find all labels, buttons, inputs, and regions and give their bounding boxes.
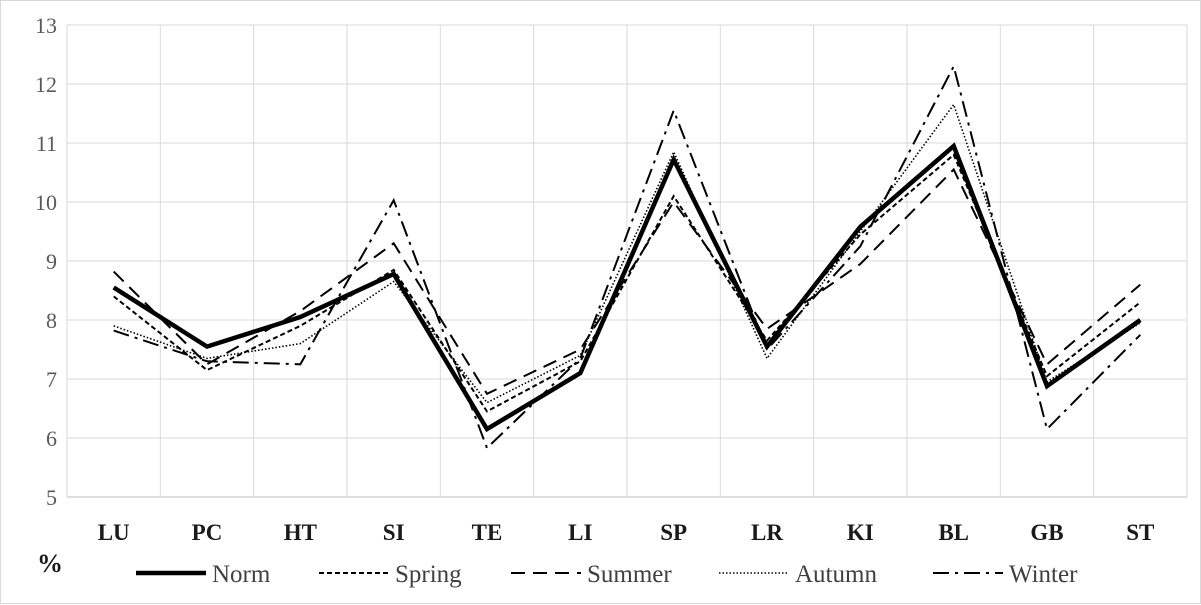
legend-item-winter: Winter bbox=[933, 561, 1078, 588]
legend-label: Spring bbox=[395, 561, 462, 588]
gridlines bbox=[66, 24, 1188, 498]
legend-item-summer: Summer bbox=[511, 561, 672, 588]
y-tick-label: 7 bbox=[46, 367, 57, 392]
x-category-label: SP bbox=[660, 520, 687, 545]
legend-item-spring: Spring bbox=[319, 561, 462, 588]
legend-item-norm: Norm bbox=[136, 561, 271, 588]
x-category-label: TE bbox=[472, 520, 503, 545]
y-tick-label: 5 bbox=[46, 485, 57, 510]
legend-label: Autumn bbox=[795, 561, 877, 588]
series-line-norm bbox=[112, 142, 1142, 433]
series-lines bbox=[112, 63, 1142, 450]
y-tick-label: 13 bbox=[35, 13, 57, 38]
x-category-label: LI bbox=[568, 520, 592, 545]
x-category-label: LR bbox=[751, 520, 783, 545]
legend-label: Summer bbox=[587, 561, 672, 588]
legend-item-autumn: Autumn bbox=[719, 561, 877, 588]
series-line-winter bbox=[113, 63, 1142, 450]
y-tick-label: 8 bbox=[46, 308, 57, 333]
y-tick-label: 10 bbox=[35, 190, 57, 215]
x-category-label: KI bbox=[847, 520, 874, 545]
x-category-label: BL bbox=[938, 520, 969, 545]
legend: Norm Spring Summer Autumn Winter bbox=[136, 561, 1078, 588]
x-category-label: LU bbox=[98, 520, 130, 545]
y-axis-tick-labels: 5 6 7 8 9 10 11 12 13 bbox=[35, 13, 57, 510]
x-category-label: PC bbox=[192, 520, 223, 545]
legend-label: Norm bbox=[212, 561, 271, 588]
x-category-label: HT bbox=[284, 520, 317, 545]
y-tick-label: 11 bbox=[36, 131, 57, 156]
x-axis-category-labels: LU PC HT SI TE LI SP LR KI BL GB ST bbox=[98, 520, 1155, 545]
y-tick-label: 6 bbox=[46, 426, 57, 451]
y-tick-label: 12 bbox=[35, 72, 57, 97]
legend-label: Winter bbox=[1009, 561, 1078, 588]
x-category-label: ST bbox=[1126, 520, 1154, 545]
y-axis-unit-label: % bbox=[37, 549, 63, 578]
x-category-label: SI bbox=[383, 520, 405, 545]
x-category-label: GB bbox=[1030, 520, 1063, 545]
y-tick-label: 9 bbox=[46, 249, 57, 274]
